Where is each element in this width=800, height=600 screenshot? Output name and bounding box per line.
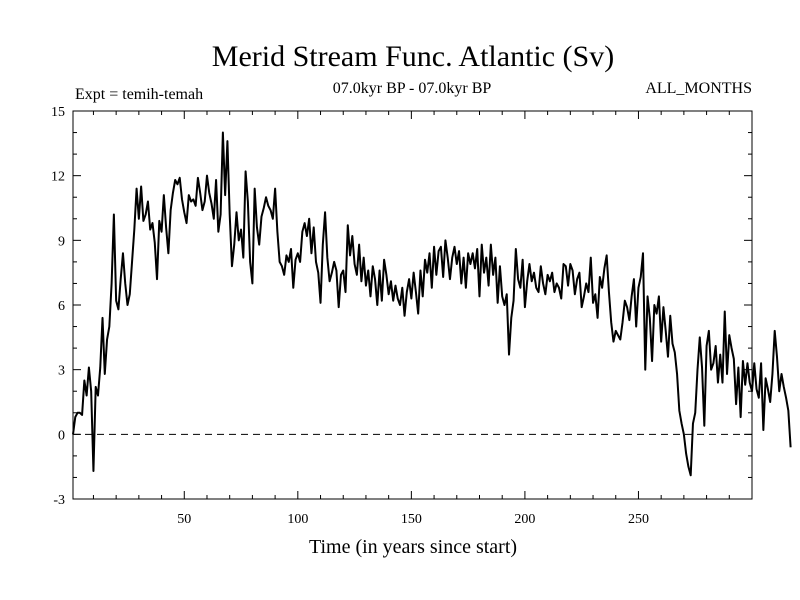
y-tick-label: 3: [58, 364, 65, 379]
experiment-label: Expt = temih-temah: [75, 86, 203, 103]
period-label: 07.0kyr BP - 07.0kyr BP: [333, 80, 492, 97]
x-tick-label: 200: [514, 512, 535, 527]
x-tick-label: 250: [628, 512, 649, 527]
y-tick-label: 9: [58, 234, 65, 249]
axis-ticks: [73, 110, 753, 500]
series-line: [72, 131, 792, 477]
chart-title: Merid Stream Func. Atlantic (Sv): [212, 40, 614, 73]
y-tick-label: 15: [51, 105, 65, 120]
x-axis-label: Time (in years since start): [309, 536, 517, 558]
months-label: ALL_MONTHS: [645, 80, 752, 97]
y-tick-label: 0: [58, 428, 65, 443]
y-tick-label: 6: [58, 299, 65, 314]
tick-labels: 50 100 150 200 250 -3 0 3 6 9 12 15: [51, 105, 649, 527]
x-tick-label: 150: [401, 512, 422, 527]
y-tick-label: -3: [53, 493, 65, 508]
y-tick-label: 12: [51, 170, 65, 185]
x-tick-label: 100: [287, 512, 308, 527]
x-tick-label: 50: [177, 512, 191, 527]
plot-frame: [72, 110, 753, 500]
